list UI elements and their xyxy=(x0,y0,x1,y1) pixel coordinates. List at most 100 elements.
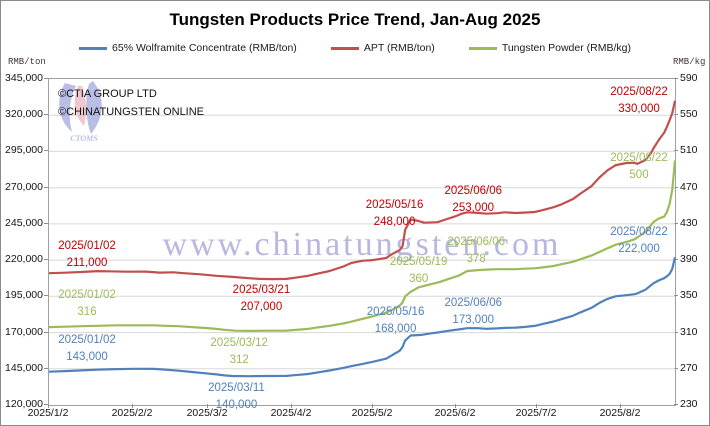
copyright-block: ©CTIA GROUP LTD ©CHINATUNGSTEN ONLINE xyxy=(58,85,204,121)
y-axis-label-left: 245,000 xyxy=(5,216,43,229)
right-axis-unit: RMB/kg xyxy=(673,57,706,67)
annotation-value: 312 xyxy=(229,353,249,366)
y-tick-right xyxy=(674,78,678,79)
y-tick-right xyxy=(674,295,678,296)
x-tick xyxy=(132,404,133,408)
y-tick-left xyxy=(44,295,48,296)
y-tick-right xyxy=(674,332,678,333)
x-tick xyxy=(207,404,208,408)
annotation-date: 2025/06/06 xyxy=(447,235,505,248)
y-axis-label-left: 195,000 xyxy=(5,289,43,302)
annotation-2025-08-22: 2025/08/22 222,000 xyxy=(579,224,699,258)
annotation-date: 2025/05/16 xyxy=(365,198,424,211)
annotation-date: 2025/01/02 xyxy=(58,333,116,346)
x-tick xyxy=(536,404,537,408)
x-tick xyxy=(291,404,292,408)
annotation-date: 2025/08/22 xyxy=(610,226,668,239)
annotation-date: 2025/01/02 xyxy=(58,240,116,253)
legend-item-wolframite: 65% Wolframite Concentrate (RMB/ton) xyxy=(79,42,297,54)
annotation-2025-01-02: 2025/01/02 143,000 xyxy=(27,332,147,366)
annotation-2025-06-06: 2025/06/06 173,000 xyxy=(413,295,533,329)
x-tick xyxy=(48,404,49,408)
y-tick-right xyxy=(674,404,678,405)
annotation-value: 222,000 xyxy=(618,243,660,256)
y-tick-left xyxy=(44,332,48,333)
y-tick-left xyxy=(44,114,48,115)
legend-line-sample-red-icon xyxy=(330,46,359,50)
y-tick-left xyxy=(44,187,48,188)
y-axis-label-left: 320,000 xyxy=(5,108,43,121)
x-tick xyxy=(455,404,456,408)
x-tick xyxy=(620,404,621,408)
y-axis-label-right: 310 xyxy=(680,325,698,338)
x-axis-label: 2025/2/2 xyxy=(111,407,153,419)
series-line-Tungsten Powder (RMB/kg) xyxy=(48,160,677,332)
annotation-2025-06-06: 2025/06/06 378 xyxy=(416,234,536,268)
y-axis-label-right: 350 xyxy=(680,289,698,302)
annotation-date: 2025/03/12 xyxy=(210,336,268,349)
annotation-2025-01-02: 2025/01/02 316 xyxy=(27,287,147,321)
y-axis-label-right: 230 xyxy=(680,398,698,410)
annotation-2025-03-11: 2025/03/11 140,000 xyxy=(176,380,296,414)
y-axis-label-left: 145,000 xyxy=(5,361,43,374)
y-tick-left xyxy=(44,223,48,224)
x-axis-label: 2025/1/2 xyxy=(27,407,69,419)
copyright-line-1: ©CTIA GROUP LTD xyxy=(58,88,157,100)
annotation-2025-05-19: 2025/05/19 360 xyxy=(359,254,479,288)
y-tick-left xyxy=(44,368,48,369)
y-axis-label-right: 510 xyxy=(680,144,698,157)
annotation-value: 248,000 xyxy=(373,215,416,228)
annotation-date: 2025/03/21 xyxy=(232,283,291,296)
x-axis-label: 2025/4/2 xyxy=(270,407,312,419)
annotation-value: 173,000 xyxy=(452,314,494,327)
annotation-2025-05-16: 2025/05/16 248,000 xyxy=(335,197,455,231)
legend-label: Tungsten Powder (RMB/kg) xyxy=(501,42,631,54)
annotation-date: 2025/06/06 xyxy=(444,297,502,310)
series-lines xyxy=(48,100,677,378)
annotation-value: 168,000 xyxy=(374,323,417,336)
x-axis-label: 2025/7/2 xyxy=(515,407,557,419)
logo-caption: CTOMS xyxy=(70,134,98,143)
y-tick-right xyxy=(674,259,678,260)
annotation-date: 2025/08/22 xyxy=(610,85,668,98)
chart-title: Tungsten Products Price Trend, Jan-Aug 2… xyxy=(169,10,541,29)
y-axis-label-right: 550 xyxy=(680,108,698,121)
annotation-value: 360 xyxy=(409,273,429,286)
y-axis-label-left: 345,000 xyxy=(5,72,43,84)
annotation-2025-03-21: 2025/03/21 207,000 xyxy=(201,282,321,316)
y-axis-label-left: 295,000 xyxy=(5,144,43,157)
x-axis-label: 2025/6/2 xyxy=(434,407,476,419)
y-tick-right xyxy=(674,114,678,115)
annotation-value: 500 xyxy=(629,168,649,181)
annotation-value: 143,000 xyxy=(66,350,108,363)
y-axis-label-right: 390 xyxy=(680,253,698,266)
chinatungsten-logo-icon: CTOMS xyxy=(59,81,102,143)
y-axis-label-left: 220,000 xyxy=(5,253,43,266)
plot-area: ©CTIA GROUP LTD ©CHINATUNGSTEN ONLINE ww… xyxy=(48,78,677,411)
y-tick-left xyxy=(44,150,48,151)
legend: 65% Wolframite Concentrate (RMB/ton) APT… xyxy=(1,42,709,54)
annotation-2025-08-22: 2025/08/22 500 xyxy=(579,150,699,184)
legend-label: APT (RMB/ton) xyxy=(363,42,435,54)
annotation-value: 316 xyxy=(77,306,97,319)
annotation-value: 211,000 xyxy=(66,257,108,270)
legend-item-apt: APT (RMB/ton) xyxy=(330,42,435,54)
y-axis-label-right: 270 xyxy=(680,361,698,374)
legend-item-powder: Tungsten Powder (RMB/kg) xyxy=(468,42,631,54)
y-axis-label-left: 170,000 xyxy=(5,325,43,338)
annotation-2025-03-12: 2025/03/12 312 xyxy=(179,335,299,369)
y-tick-right xyxy=(674,368,678,369)
x-axis-label: 2025/8/2 xyxy=(599,407,641,419)
y-tick-left xyxy=(44,404,48,405)
annotation-value: 330,000 xyxy=(618,102,660,115)
x-axis-label: 2025/5/2 xyxy=(351,407,393,419)
annotation-value: 207,000 xyxy=(240,300,283,313)
y-axis-label-right: 590 xyxy=(680,72,698,84)
y-axis-label-left: 270,000 xyxy=(5,180,43,193)
left-axis-unit: RMB/ton xyxy=(8,57,46,67)
legend-line-sample-olive-icon xyxy=(468,46,497,50)
annotation-2025-08-22: 2025/08/22 330,000 xyxy=(579,84,699,118)
series-line-APT (RMB/ton) xyxy=(48,100,677,281)
y-axis-label-right: 430 xyxy=(680,216,698,229)
